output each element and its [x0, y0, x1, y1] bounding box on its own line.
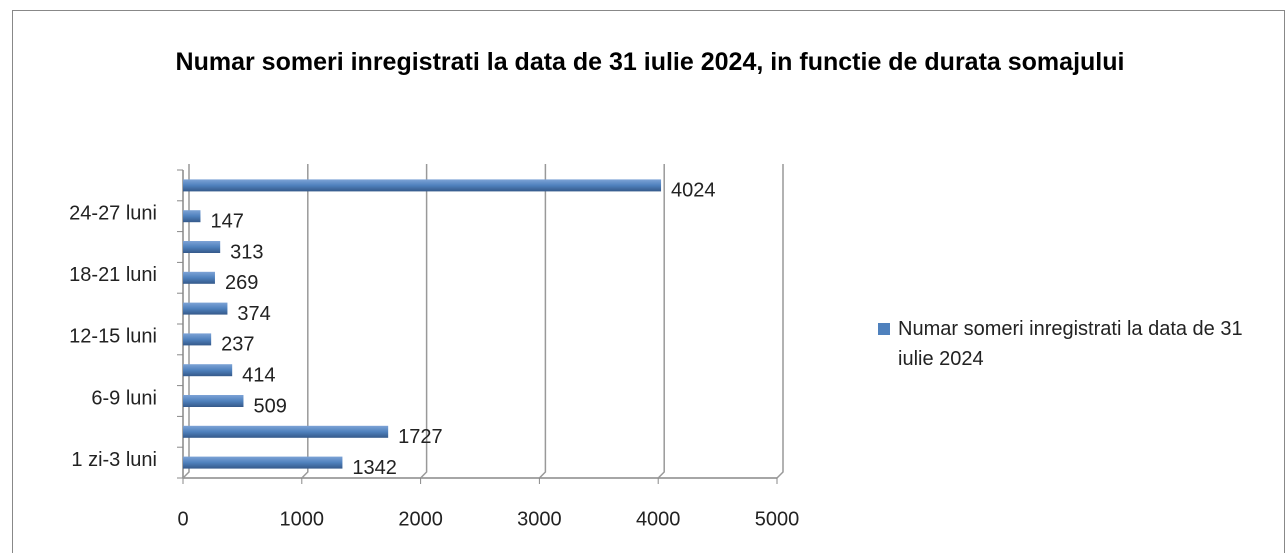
data-label: 4024: [671, 180, 716, 202]
x-tick-label: 2000: [398, 508, 443, 530]
data-label: 1727: [398, 426, 443, 448]
data-label: 509: [253, 395, 286, 417]
bar: [183, 425, 389, 438]
y-tick-label: 6-9 luni: [91, 387, 157, 409]
data-label: 414: [242, 364, 275, 386]
x-tick-label: 4000: [636, 508, 681, 530]
grid-line: [657, 164, 665, 479]
bar: [183, 210, 201, 223]
chart-frame: [12, 10, 1285, 553]
legend-swatch: [878, 323, 890, 335]
y-tick-label: 12-15 luni: [69, 326, 157, 348]
x-tick-label: 0: [177, 508, 188, 530]
grid-line: [538, 164, 547, 479]
x-tick-label: 1000: [280, 508, 325, 530]
data-label: 1342: [352, 457, 397, 479]
bar: [183, 364, 233, 377]
data-label: 374: [237, 303, 270, 325]
grid-line: [301, 164, 309, 479]
bar: [183, 302, 228, 315]
data-label: 147: [210, 210, 243, 232]
bar: [183, 395, 244, 407]
y-tick-label: 18-21 luni: [69, 264, 157, 286]
bar: [183, 333, 212, 346]
data-label: 313: [230, 241, 263, 263]
x-tick-label: 3000: [517, 508, 562, 530]
bar: [183, 179, 662, 192]
grid-line: [420, 164, 428, 479]
legend-label: Numar someri inregistrati la data de 31 …: [898, 318, 1243, 370]
y-tick-label: 24-27 luni: [69, 202, 157, 224]
bar: [183, 241, 221, 253]
data-label: 237: [221, 334, 254, 356]
grid-line: [182, 164, 190, 479]
bar: [183, 271, 215, 284]
data-label: 269: [225, 272, 258, 294]
chart-title: Numar someri inregistrati la data de 31 …: [175, 48, 1125, 76]
x-tick-label: 5000: [755, 508, 800, 530]
y-tick-label: 1 zi-3 luni: [71, 449, 157, 471]
bar: [183, 456, 343, 469]
grid-line: [776, 164, 784, 479]
